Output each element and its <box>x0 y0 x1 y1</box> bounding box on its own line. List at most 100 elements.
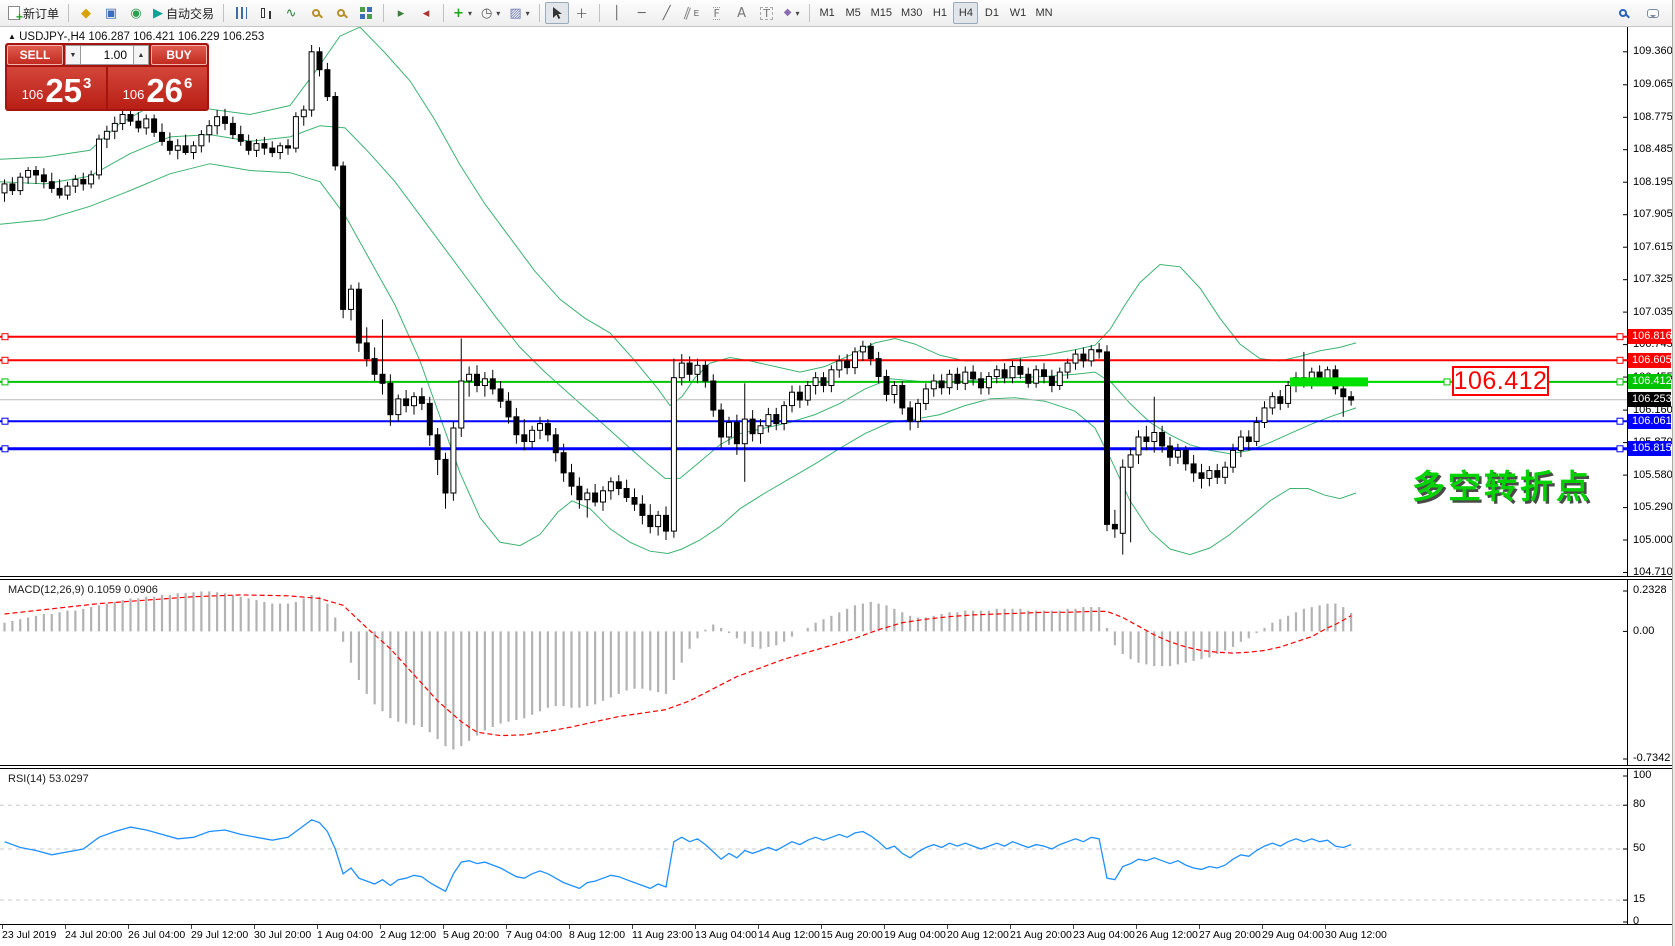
cursor-icon <box>552 7 562 19</box>
periods-button[interactable]: ◷ ▾ <box>477 2 504 24</box>
line-chart-button[interactable]: ∿ <box>279 2 303 24</box>
sell-price-main: 25 <box>45 72 83 110</box>
date-label: 24 Jul 20:00 <box>65 929 123 941</box>
turning-point-annotation[interactable]: 多空转折点 <box>1412 468 1592 505</box>
buy-price-base: 106 <box>122 87 145 102</box>
fibonacci-button[interactable]: F <box>705 2 729 24</box>
channel-icon: ∥ <box>681 4 694 22</box>
timeframe-w1[interactable]: W1 <box>1009 7 1027 19</box>
vertical-line-button[interactable]: │ <box>605 2 629 24</box>
zoom-out-button[interactable] <box>329 2 353 24</box>
price-axis[interactable]: 109.360 109.065 108.775 108.485 108.195 107.9… <box>1628 27 1673 927</box>
auto-scroll-button[interactable]: ▸ <box>389 2 413 24</box>
timeframe-mn[interactable]: MN <box>1035 7 1053 19</box>
timeframe-h4[interactable]: H4 <box>953 2 979 24</box>
trendline-button[interactable]: ╱ <box>655 2 679 24</box>
signals-button[interactable]: ◉ <box>124 2 148 24</box>
timeframe-m5[interactable]: M5 <box>845 7 861 19</box>
volume-increase-button[interactable]: ▲ <box>133 45 149 65</box>
price-tick-label: 108.485 <box>1633 143 1673 156</box>
date-axis[interactable]: 23 Jul 2019 24 Jul 20:00 26 Jul 04:00 29 Ju… <box>0 925 1675 946</box>
date-tick <box>1262 925 1263 929</box>
zoom-in-button[interactable] <box>304 2 328 24</box>
volume-decrease-button[interactable]: ▼ <box>65 45 81 65</box>
trendline-icon: ╱ <box>662 5 671 21</box>
bid-price-label: 106.253 <box>1628 392 1672 408</box>
tile-windows-button[interactable] <box>354 2 378 24</box>
periods-icon: ◷ <box>480 5 493 21</box>
date-tick <box>128 925 129 929</box>
search-button[interactable] <box>1611 2 1635 24</box>
date-label: 27 Aug 20:00 <box>1199 929 1261 941</box>
channel-button[interactable]: ∥ E <box>680 2 704 24</box>
dropdown-icon: ▾ <box>795 8 800 18</box>
date-tick <box>2 925 3 929</box>
text-icon: A <box>737 5 747 21</box>
date-tick <box>1199 925 1200 929</box>
date-label: 7 Aug 04:00 <box>506 929 563 941</box>
buy-price-pip: 6 <box>184 75 193 92</box>
date-tick <box>947 925 948 929</box>
indicators-button[interactable]: + ▾ <box>449 2 476 24</box>
auto-scroll-icon: ▸ <box>397 5 405 21</box>
price-pane[interactable] <box>0 27 1675 577</box>
rsi-chart[interactable] <box>0 769 1628 924</box>
price-tick-label: 108.775 <box>1633 110 1673 123</box>
new-order-button[interactable]: 新订单 <box>4 2 63 24</box>
text-button[interactable]: A <box>730 2 754 24</box>
sell-price-base: 106 <box>21 87 44 102</box>
chat-icon <box>1647 8 1659 18</box>
price-tick-label: 105.000 <box>1633 533 1673 546</box>
date-label: 29 Jul 12:00 <box>191 929 249 941</box>
rsi-tick-label: 15 <box>1633 892 1646 905</box>
date-tick <box>695 925 696 929</box>
horizontal-line-button[interactable]: ─ <box>630 2 654 24</box>
candlestick-button[interactable] <box>254 2 278 24</box>
timeframe-m15[interactable]: M15 <box>870 7 893 19</box>
label-icon: T <box>760 6 773 20</box>
level-price-label: 106.061 <box>1628 413 1672 429</box>
profiles-button[interactable]: ◆ <box>74 2 98 24</box>
rsi-pane[interactable]: RSI(14) 53.0297 <box>0 768 1675 925</box>
timeframe-h1[interactable]: H1 <box>932 7 947 19</box>
crosshair-button[interactable]: + <box>570 2 594 24</box>
timeframe-d1[interactable]: D1 <box>984 7 999 19</box>
date-label: 26 Jul 04:00 <box>128 929 186 941</box>
vline-icon: │ <box>612 5 621 21</box>
price-tick-label: 109.360 <box>1633 45 1673 58</box>
sell-button[interactable]: SELL <box>7 45 63 65</box>
macd-pane[interactable]: MACD(12,26,9) 0.1059 0.0906 <box>0 579 1675 766</box>
macd-chart[interactable] <box>0 580 1628 765</box>
price-tick-label: 107.035 <box>1633 305 1673 318</box>
buy-button[interactable]: BUY <box>151 45 207 65</box>
collapse-icon[interactable]: ▲ <box>8 32 16 41</box>
chat-button[interactable] <box>1641 2 1665 24</box>
price-chart[interactable] <box>0 27 1628 577</box>
date-label: 26 Aug 12:00 <box>1136 929 1198 941</box>
toolbar-right-group <box>1611 2 1671 24</box>
chart-shift-button[interactable]: ◂ <box>414 2 438 24</box>
label-button[interactable]: T <box>755 2 779 24</box>
buy-price-button[interactable]: 106 26 6 <box>108 67 207 109</box>
arrows-button[interactable]: ◆ ▾ <box>780 2 804 24</box>
date-tick <box>317 925 318 929</box>
sell-price-button[interactable]: 106 25 3 <box>7 67 106 109</box>
templates-button[interactable]: ▨ ▾ <box>505 2 533 24</box>
price-tick-label: 108.195 <box>1633 175 1673 188</box>
window-edge <box>1672 0 1675 946</box>
community-button[interactable]: ▣ <box>99 2 123 24</box>
timeframe-m30[interactable]: M30 <box>901 7 923 19</box>
community-icon: ▣ <box>104 5 118 21</box>
autotrading-button[interactable]: ▶ 自动交易 <box>149 2 218 24</box>
crosshair-icon: + <box>575 3 588 22</box>
channel-sub-label: E <box>693 8 700 18</box>
date-tick <box>254 925 255 929</box>
cursor-button[interactable] <box>544 2 569 24</box>
templates-icon: ▨ <box>509 5 522 21</box>
price-callout-box[interactable]: 106.412 <box>1452 366 1549 396</box>
volume-input[interactable]: 1.00 <box>81 45 133 65</box>
date-label: 13 Aug 04:00 <box>695 929 757 941</box>
timeframe-m1[interactable]: M1 <box>819 7 835 19</box>
price-tick-label: 105.290 <box>1633 501 1673 514</box>
bar-chart-button[interactable] <box>229 2 253 24</box>
